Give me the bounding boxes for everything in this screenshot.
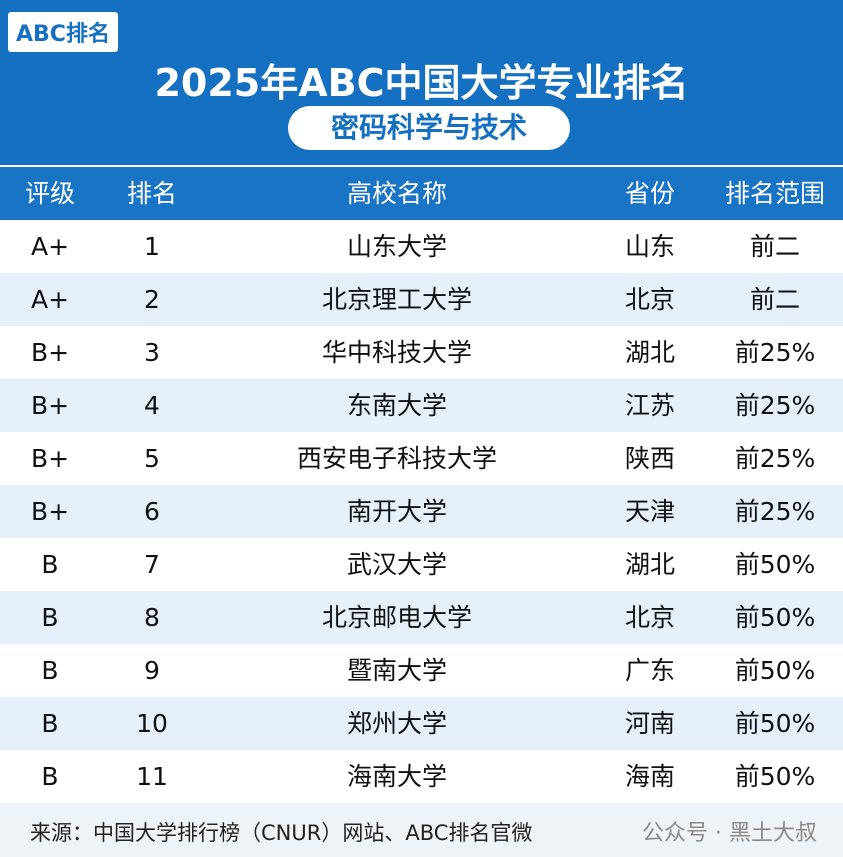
table-row: B 8 北京邮电大学 北京 前50%	[0, 591, 843, 644]
table-cell: 前50%	[734, 709, 816, 738]
column-header: 排名	[126, 179, 178, 208]
table-cell: B	[41, 709, 59, 738]
table-cell: 陕西	[624, 444, 676, 473]
table-cell: 前25%	[734, 391, 816, 420]
footer: 来源：中国大学排行榜（CNUR）网站、ABC排名官微 公众号 · 黑土大叔	[0, 803, 843, 857]
table-row: B 10 郑州大学 河南 前50%	[0, 697, 843, 750]
table-cell: 北京	[624, 603, 676, 632]
table-cell: 前25%	[734, 497, 816, 526]
table-cell: 9	[144, 656, 160, 685]
table-cell: 江苏	[624, 391, 676, 420]
column-header: 排名范围	[724, 179, 826, 208]
table-cell: A+	[30, 232, 70, 261]
table-cell: 北京邮电大学	[321, 603, 473, 632]
table-cell: B+	[30, 391, 70, 420]
table-cell: B	[41, 603, 59, 632]
table-cell: 前25%	[734, 338, 816, 367]
table-cell: 南开大学	[346, 497, 448, 526]
table-cell: 6	[144, 497, 160, 526]
table-cell: 东南大学	[346, 391, 448, 420]
table-cell: 武汉大学	[346, 550, 448, 579]
table-cell: 山东	[624, 232, 676, 261]
table-cell: 广东	[624, 656, 676, 685]
table-row: B+ 3 华中科技大学 湖北 前25%	[0, 326, 843, 379]
table-cell: 湖北	[624, 550, 676, 579]
title: 2025年ABC中国大学专业排名	[154, 61, 689, 105]
table-cell: 前二	[749, 232, 801, 261]
table-cell: B+	[30, 444, 70, 473]
table-cell: B	[41, 550, 59, 579]
table-cell: 1	[144, 232, 160, 261]
table-cell: 山东大学	[346, 232, 448, 261]
table-cell: 5	[144, 444, 160, 473]
table-cell: 2	[144, 285, 160, 314]
badge: ABC排名	[8, 12, 118, 52]
table-cell: 暨南大学	[346, 656, 448, 685]
table-cell: 3	[144, 338, 160, 367]
table-row: B 11 海南大学 海南 前50%	[0, 750, 843, 803]
table-row: B 9 暨南大学 广东 前50%	[0, 644, 843, 697]
source: 来源：中国大学排行榜（CNUR）网站、ABC排名官微	[30, 821, 533, 845]
table-cell: B+	[30, 497, 70, 526]
column-header: 评级	[24, 179, 76, 208]
table-cell: 前50%	[734, 656, 816, 685]
watermark: 公众号 · 黑土大叔	[642, 821, 817, 846]
table-cell: B	[41, 656, 59, 685]
table-cell: B	[41, 762, 59, 791]
table-cell: 北京	[624, 285, 676, 314]
subtitle: 密码科学与技术	[288, 106, 570, 150]
table-cell: 前二	[749, 285, 801, 314]
table-row: B+ 4 东南大学 江苏 前25%	[0, 379, 843, 432]
table-cell: 前50%	[734, 603, 816, 632]
table-cell: 西安电子科技大学	[296, 444, 498, 473]
table-cell: 湖北	[624, 338, 676, 367]
header-row: 评级 排名 高校名称 省份 排名范围	[0, 167, 843, 220]
table-cell: 华中科技大学	[321, 338, 473, 367]
table-cell: 7	[144, 550, 160, 579]
column-header: 省份	[624, 179, 676, 208]
table-cell: 8	[144, 603, 160, 632]
table-row: B+ 6 南开大学 天津 前25%	[0, 485, 843, 538]
table-row: A+ 1 山东大学 山东 前二	[0, 220, 843, 273]
banner: ABC排名 2025年ABC中国大学专业排名 密码科学与技术	[0, 0, 843, 165]
table-cell: 北京理工大学	[321, 285, 473, 314]
table-cell: 前50%	[734, 762, 816, 791]
table-cell: 海南	[624, 762, 676, 791]
table-row: B 7 武汉大学 湖北 前50%	[0, 538, 843, 591]
table-cell: 河南	[624, 709, 676, 738]
table-cell: A+	[30, 285, 70, 314]
table-cell: 郑州大学	[346, 709, 448, 738]
table-cell: 天津	[624, 497, 676, 526]
table-cell: 10	[136, 709, 168, 738]
table-cell: 海南大学	[346, 762, 448, 791]
table-row: A+ 2 北京理工大学 北京 前二	[0, 273, 843, 326]
column-header: 高校名称	[346, 179, 448, 208]
table-cell: 前25%	[734, 444, 816, 473]
table-cell: 11	[136, 762, 168, 791]
table-row: B+ 5 西安电子科技大学 陕西 前25%	[0, 432, 843, 485]
table-cell: B+	[30, 338, 70, 367]
table-cell: 前50%	[734, 550, 816, 579]
table-cell: 4	[144, 391, 160, 420]
